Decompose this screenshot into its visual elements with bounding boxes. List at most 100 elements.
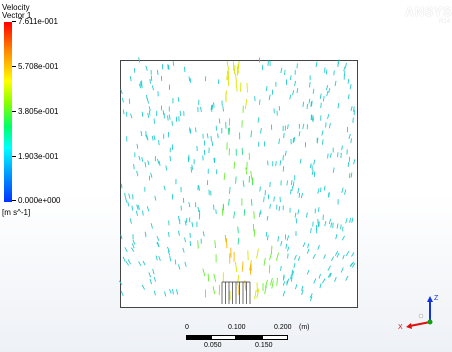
scale-bar xyxy=(186,335,288,340)
velocity-vector xyxy=(227,77,230,87)
velocity-vector xyxy=(253,229,256,237)
velocity-vector xyxy=(294,284,298,290)
velocity-vector xyxy=(140,130,143,137)
velocity-vector xyxy=(309,296,313,302)
velocity-vector xyxy=(195,127,197,133)
velocity-vector xyxy=(284,150,287,156)
velocity-vector xyxy=(200,106,202,112)
velocity-vector xyxy=(350,106,353,112)
velocity-vector xyxy=(228,198,230,206)
velocity-vector xyxy=(322,96,325,102)
velocity-vector xyxy=(224,234,227,243)
velocity-vector xyxy=(336,223,339,229)
velocity-vector xyxy=(164,291,167,297)
velocity-vector xyxy=(318,273,321,279)
velocity-vector xyxy=(317,244,320,250)
velocity-vector xyxy=(316,137,319,144)
velocity-vector xyxy=(142,260,146,266)
velocity-vector xyxy=(286,235,290,241)
velocity-vector xyxy=(122,256,126,262)
velocity-vector xyxy=(166,246,170,252)
velocity-vector xyxy=(147,160,150,166)
velocity-vector xyxy=(217,133,219,139)
velocity-vector xyxy=(215,209,217,215)
velocity-vector xyxy=(235,82,238,92)
velocity-vector xyxy=(190,167,193,173)
velocity-vector xyxy=(310,228,312,233)
velocity-vector xyxy=(264,285,267,294)
velocity-vector xyxy=(142,210,144,216)
axis-triad[interactable]: Z X xyxy=(396,290,446,340)
velocity-vector xyxy=(283,132,285,139)
legend-plot-name: Vector 1 xyxy=(2,11,32,20)
velocity-vector xyxy=(124,192,126,198)
velocity-vector xyxy=(265,86,268,92)
velocity-vector xyxy=(286,180,288,186)
axis-x-label: X xyxy=(398,324,403,331)
velocity-vector xyxy=(287,124,289,130)
velocity-vector xyxy=(197,206,200,212)
velocity-vector xyxy=(263,196,265,202)
velocity-vector xyxy=(279,160,282,166)
velocity-vector xyxy=(148,106,151,112)
velocity-vector xyxy=(280,67,283,74)
velocity-vector xyxy=(156,242,160,248)
velocity-vector xyxy=(324,221,327,227)
velocity-vector xyxy=(291,269,294,275)
velocity-vector xyxy=(296,88,299,94)
velocity-vector xyxy=(167,232,170,237)
velocity-vector xyxy=(250,261,252,272)
velocity-vector xyxy=(343,66,346,72)
velocity-vector xyxy=(291,270,295,277)
velocity-vector xyxy=(259,186,261,192)
velocity-vector xyxy=(294,80,296,87)
velocity-vector xyxy=(213,273,217,282)
velocity-vector xyxy=(149,278,153,285)
velocity-vector xyxy=(311,169,314,176)
velocity-vector xyxy=(325,122,327,128)
velocity-vector xyxy=(292,90,295,96)
velocity-vector xyxy=(191,221,194,228)
velocity-vector xyxy=(309,81,311,88)
velocity-vector xyxy=(323,254,326,259)
velocity-vector xyxy=(289,94,292,100)
velocity-vector xyxy=(306,248,310,254)
scale-label-0-100: 0.100 xyxy=(228,324,246,331)
velocity-vector xyxy=(120,290,124,296)
velocity-vector xyxy=(253,211,255,219)
velocity-vector xyxy=(158,255,161,262)
velocity-vector xyxy=(235,176,237,184)
velocity-vector xyxy=(130,113,133,119)
velocity-vector xyxy=(266,215,269,221)
velocity-vector xyxy=(319,283,322,289)
velocity-vector xyxy=(275,161,277,166)
legend-variable: Velocity xyxy=(2,3,30,12)
velocity-vector xyxy=(153,276,157,282)
velocity-vector xyxy=(265,231,268,237)
velocity-vector xyxy=(348,133,351,140)
legend-tick-min: 0.000e+000 xyxy=(12,197,61,205)
velocity-vector xyxy=(347,94,350,100)
velocity-vector xyxy=(241,261,244,272)
velocity-vector xyxy=(275,252,280,261)
velocity-vector xyxy=(329,152,332,158)
velocity-vector xyxy=(189,240,192,247)
velocity-vector xyxy=(245,167,248,175)
scale-label-0-050: 0.050 xyxy=(204,342,222,349)
velocity-vector xyxy=(177,230,180,236)
velocity-vector xyxy=(327,113,330,120)
velocity-vector xyxy=(246,82,248,93)
velocity-vector xyxy=(146,98,150,104)
velocity-vector xyxy=(344,189,347,195)
velocity-vector xyxy=(290,180,293,186)
velocity-vector xyxy=(310,114,313,120)
velocity-vector xyxy=(228,148,231,156)
velocity-vector xyxy=(332,167,335,173)
legend-units: [m s^-1] xyxy=(2,208,31,217)
velocity-vector xyxy=(349,84,352,90)
velocity-vector xyxy=(132,239,136,245)
velocity-vector xyxy=(177,264,181,270)
velocity-vector xyxy=(144,162,147,168)
velocity-vector xyxy=(136,170,139,177)
